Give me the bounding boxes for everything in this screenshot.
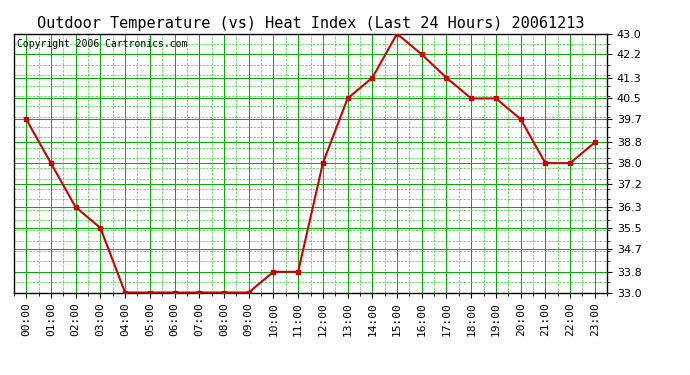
Text: Copyright 2006 Cartronics.com: Copyright 2006 Cartronics.com xyxy=(17,39,187,49)
Title: Outdoor Temperature (vs) Heat Index (Last 24 Hours) 20061213: Outdoor Temperature (vs) Heat Index (Las… xyxy=(37,16,584,31)
